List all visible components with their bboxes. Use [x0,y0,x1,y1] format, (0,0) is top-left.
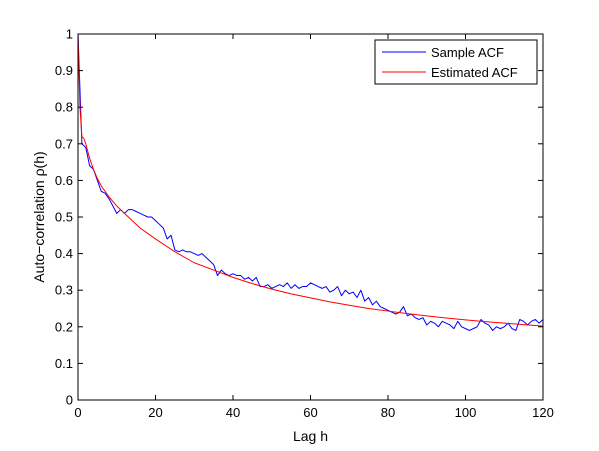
series-estimated-acf-line [77,33,544,327]
x-tick-label: 120 [532,405,554,420]
x-tick-label: 80 [381,405,395,420]
legend-box [374,39,538,85]
y-tick-label: 0.5 [55,210,73,225]
y-tick-label: 0.3 [55,283,73,298]
tick-layer: 0 20 40 60 80 100 120 0 0.1 0.2 0.3 0.4 0.5 0.6 0.7 0.8… [55,27,554,421]
y-tick-label: 0.1 [55,356,73,371]
legend-label-estimated-acf: Estimated ACF [431,65,518,80]
x-tick-label: 40 [226,405,240,420]
plot-area [78,34,543,400]
x-tick-label: 100 [455,405,477,420]
y-tick-label: 0.9 [55,63,73,78]
y-tick-label: 0.7 [55,136,73,151]
legend-label-sample-acf: Sample ACF [431,45,504,60]
y-tick-label: 0.8 [55,100,73,115]
y-tick-label: 1 [66,27,73,42]
x-tick-label: 60 [303,405,317,420]
x-tick-label: 20 [148,405,162,420]
y-tick-label: 0.6 [55,173,73,188]
y-tick-label: 0.4 [55,246,73,261]
axes-box [77,33,544,401]
series-sample-acf-line [77,33,544,331]
x-tick-label: 0 [74,405,81,420]
y-tick-label: 0 [66,393,73,408]
y-tick-label: 0.2 [55,319,73,334]
x-axis-label: Lag h [293,428,328,444]
series-layer [77,33,544,331]
y-axis-label: Auto−correlation ρ(h) [31,151,47,282]
legend: Sample ACF Estimated ACF [374,39,538,85]
